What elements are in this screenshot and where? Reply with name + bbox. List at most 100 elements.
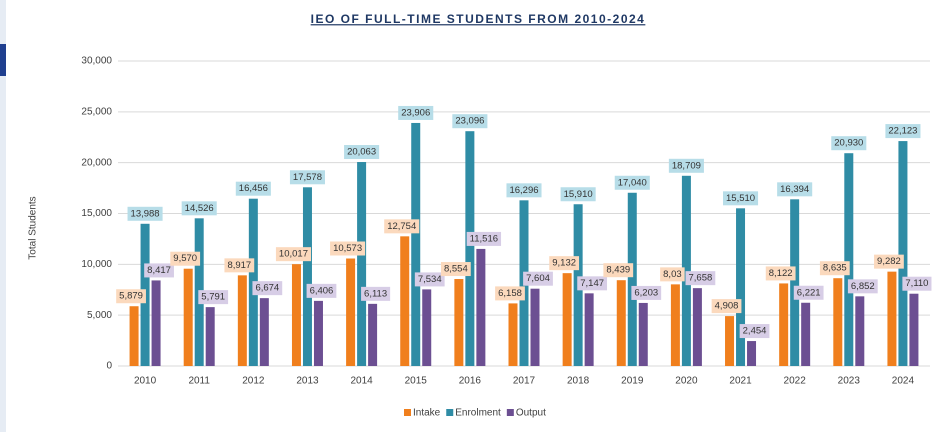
legend-label: Enrolment (455, 408, 501, 419)
value-label-text: 11,516 (470, 233, 498, 244)
value-label-text: 6,203 (634, 287, 658, 298)
x-tick-label: 2023 (838, 376, 861, 387)
bar (898, 141, 908, 366)
value-label: 20,930 (831, 136, 867, 151)
legend-swatch (506, 409, 514, 416)
bar (465, 131, 475, 366)
bar (357, 162, 367, 366)
value-label-text: 6,406 (310, 285, 334, 296)
x-tick-label: 2024 (892, 376, 915, 387)
bar (313, 300, 323, 366)
value-label-bg (831, 136, 867, 151)
bar (833, 278, 843, 366)
value-label-text: 16,456 (239, 183, 268, 194)
bar (681, 175, 691, 366)
value-label: 7,110 (902, 276, 932, 291)
value-label-bg (793, 285, 824, 300)
value-label: 15,510 (723, 191, 759, 206)
x-tick-label: 2015 (405, 376, 428, 387)
bar (346, 258, 356, 366)
x-tick-label: 2020 (675, 376, 698, 387)
x-tick-label: 2010 (134, 376, 157, 387)
value-label-bg (577, 276, 608, 291)
x-tick-label: 2021 (729, 376, 752, 387)
sidebar-active (0, 44, 6, 76)
bar (302, 187, 312, 366)
bar (779, 283, 789, 366)
value-label-bg (495, 286, 525, 301)
bar (151, 280, 161, 366)
value-label-text: 17,578 (293, 172, 322, 183)
value-label: 8,03 (660, 267, 685, 282)
value-label: 7,604 (523, 271, 553, 286)
legend-label: Output (516, 408, 546, 419)
bar (562, 273, 572, 366)
value-label-bg (902, 276, 932, 291)
bar (205, 307, 215, 366)
value-label: 6,221 (793, 285, 824, 300)
value-label: 6,158 (495, 286, 525, 301)
value-label: 2,454 (739, 324, 770, 339)
value-label-text: 20,930 (834, 138, 863, 149)
value-label-bg (361, 286, 391, 301)
value-label: 8,554 (440, 262, 471, 277)
legend-swatch (446, 409, 454, 416)
value-label-text: 23,096 (455, 116, 484, 127)
bar (508, 303, 518, 366)
value-label: 10,017 (275, 247, 311, 262)
value-label-bg (384, 219, 420, 234)
value-label: 16,394 (777, 182, 813, 197)
value-label-bg (116, 289, 146, 304)
value-label-bg (289, 170, 325, 185)
value-label-bg (144, 263, 174, 278)
value-label-text: 6,852 (851, 281, 875, 292)
bar (887, 271, 897, 366)
value-label-text: 13,988 (131, 208, 160, 219)
value-label: 6,203 (631, 285, 662, 300)
value-label: 5,791 (198, 290, 229, 305)
value-label-bg (523, 271, 553, 286)
value-label-text: 14,526 (185, 203, 214, 214)
value-label: 15,910 (560, 187, 596, 202)
value-label-bg (660, 267, 685, 282)
bar (725, 316, 735, 366)
value-label: 9,570 (170, 251, 201, 266)
value-label-text: 9,282 (877, 256, 901, 267)
value-label: 9,132 (549, 256, 580, 271)
value-label: 8,439 (603, 263, 634, 278)
value-label-text: 8,417 (147, 265, 171, 276)
value-label-text: 5,791 (201, 292, 225, 303)
bar (476, 248, 486, 366)
value-label: 8,917 (224, 258, 255, 273)
bar (790, 199, 800, 366)
value-label: 8,122 (765, 266, 796, 281)
value-label-text: 7,110 (905, 278, 928, 289)
value-label: 10,573 (330, 241, 366, 256)
value-label: 16,456 (235, 181, 271, 196)
value-label-bg (819, 261, 850, 276)
value-label-text: 15,910 (564, 189, 593, 200)
bar (855, 296, 865, 366)
legend-swatch (404, 409, 411, 416)
value-label-text: 8,03 (663, 269, 682, 280)
y-tick-label: 15,000 (81, 208, 112, 219)
value-label-text: 18,709 (672, 160, 701, 171)
value-label-text: 8,439 (606, 265, 630, 276)
value-label-bg (777, 182, 813, 197)
x-tick-label: 2019 (621, 376, 644, 387)
value-label-bg (885, 124, 921, 139)
value-label-bg (603, 263, 634, 278)
bar (411, 122, 421, 367)
x-tick-label: 2014 (350, 376, 373, 387)
value-label-bg (235, 181, 271, 196)
value-label-bg (560, 187, 596, 202)
value-label-bg (466, 231, 502, 246)
y-tick-label: 20,000 (81, 157, 112, 168)
value-label-text: 8,122 (769, 268, 793, 279)
value-label: 8,417 (144, 263, 174, 278)
value-label: 14,526 (181, 201, 217, 216)
value-label: 11,516 (466, 231, 502, 246)
value-label-text: 6,113 (364, 288, 387, 299)
value-label-text: 7,534 (418, 274, 442, 285)
value-label-text: 10,017 (279, 249, 308, 260)
